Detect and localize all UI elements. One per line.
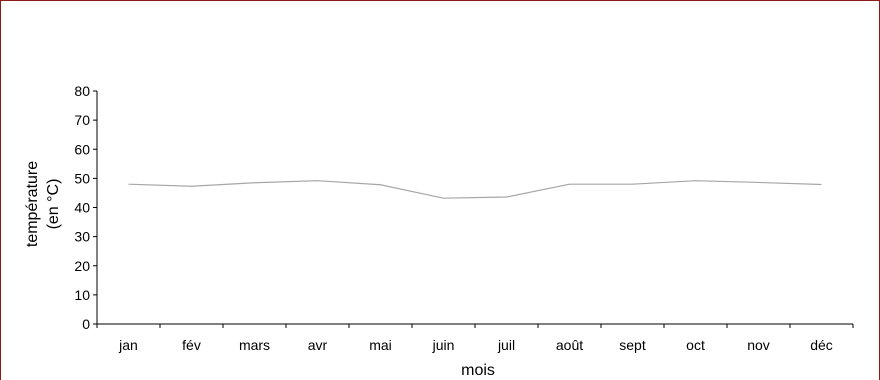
y-tick-label: 30 bbox=[74, 229, 90, 245]
x-category-label: mai bbox=[369, 337, 392, 353]
y-tick-label: 0 bbox=[82, 316, 90, 332]
x-category-label: nov bbox=[747, 337, 770, 353]
x-category-label: juil bbox=[497, 337, 515, 353]
x-category-label: avr bbox=[308, 337, 328, 353]
y-tick-label: 60 bbox=[74, 141, 90, 157]
x-category-label: mars bbox=[239, 337, 270, 353]
y-tick-label: 70 bbox=[74, 112, 90, 128]
y-tick-label: 40 bbox=[74, 200, 90, 216]
y-tick-label: 80 bbox=[74, 83, 90, 99]
x-category-label: déc bbox=[810, 337, 833, 353]
y-axis-title-line-2: (en °C) bbox=[45, 179, 62, 230]
y-tick-label: 50 bbox=[74, 170, 90, 186]
x-category-label: oct bbox=[686, 337, 705, 353]
x-axis-title: mois bbox=[461, 362, 495, 379]
x-category-label: jan bbox=[118, 337, 138, 353]
y-tick-label: 20 bbox=[74, 258, 90, 274]
x-axis: jan fév mars avr mai juin juil août sept oct nov dé… bbox=[96, 323, 854, 353]
x-category-label: fév bbox=[182, 337, 201, 353]
series-layer bbox=[128, 180, 822, 199]
x-category-label: août bbox=[556, 337, 583, 353]
y-axis-title-line-1: température bbox=[24, 161, 41, 247]
x-category-label: juin bbox=[432, 337, 455, 353]
y-axis: 0 10 20 30 40 50 60 70 80 bbox=[74, 83, 98, 332]
series-line bbox=[128, 180, 822, 199]
y-tick-label: 10 bbox=[74, 287, 90, 303]
x-category-label: sept bbox=[619, 337, 646, 353]
